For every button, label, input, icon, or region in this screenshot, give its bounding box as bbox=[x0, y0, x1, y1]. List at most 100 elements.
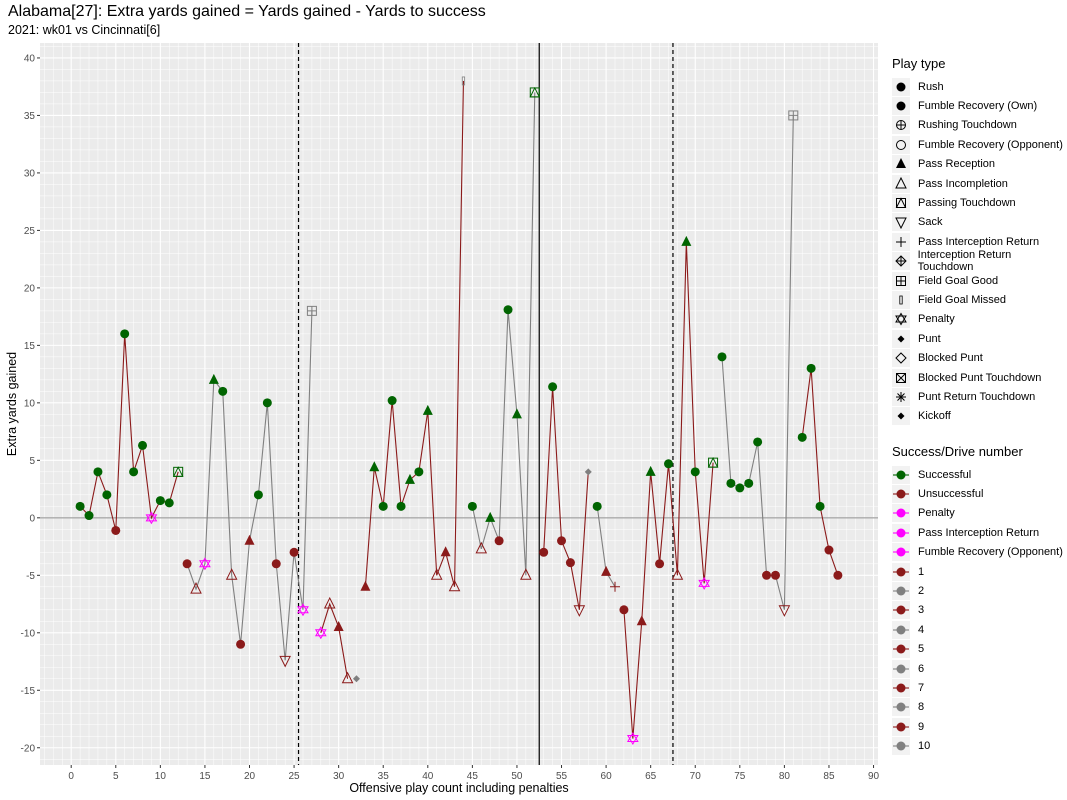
legend-dot bbox=[896, 489, 906, 499]
x-tick-label: 35 bbox=[378, 771, 390, 782]
data-point bbox=[306, 305, 317, 316]
y-tick-label: 25 bbox=[24, 226, 36, 237]
x-tick-label: 50 bbox=[511, 771, 523, 782]
legend-dot bbox=[896, 683, 906, 693]
legend-key-glyph bbox=[893, 722, 909, 732]
data-point bbox=[129, 467, 139, 477]
data-point bbox=[671, 568, 684, 580]
data-point bbox=[225, 568, 238, 580]
x-tick-label: 80 bbox=[779, 771, 791, 782]
data-point bbox=[172, 466, 184, 477]
legend-item: 8 bbox=[892, 698, 1063, 717]
legend-item: 6 bbox=[892, 659, 1063, 678]
data-point bbox=[584, 468, 592, 476]
legend-shape bbox=[896, 139, 906, 150]
legend-item: Pass Reception bbox=[892, 155, 1067, 174]
legend-key-glyph bbox=[895, 217, 907, 230]
data-point bbox=[681, 235, 692, 246]
data-point bbox=[430, 568, 443, 580]
x-axis-label: Offensive play count including penalties bbox=[349, 781, 568, 795]
x-tick-label: 70 bbox=[690, 771, 702, 782]
legend-key-glyph bbox=[897, 335, 905, 343]
data-point bbox=[690, 467, 700, 477]
legend-key-glyph bbox=[896, 101, 906, 111]
legend-item: Fumble Recovery (Opponent) bbox=[892, 543, 1063, 562]
data-point bbox=[698, 576, 711, 590]
legend-label: 8 bbox=[918, 701, 925, 714]
legend-key-glyph bbox=[896, 158, 906, 169]
x-tick-label: 10 bbox=[155, 771, 167, 782]
x-tick-label: 25 bbox=[289, 771, 301, 782]
legend-item: 2 bbox=[892, 581, 1063, 601]
data-point bbox=[323, 596, 336, 609]
legend-item: Field Goal Missed bbox=[892, 290, 1067, 309]
data-point bbox=[404, 473, 415, 484]
legend-label: Fumble Recovery (Own) bbox=[918, 100, 1038, 113]
legend-key-glyph bbox=[895, 352, 907, 364]
data-point bbox=[236, 639, 246, 649]
legend-key bbox=[892, 155, 910, 174]
legend-label: Fumble Recovery (Opponent) bbox=[918, 138, 1063, 151]
x-tick-label: 15 bbox=[199, 771, 211, 782]
data-point bbox=[565, 558, 575, 568]
legend-key-glyph bbox=[893, 664, 909, 674]
data-point bbox=[511, 408, 522, 419]
legend-key-glyph bbox=[896, 139, 906, 150]
legend-item: Rushing Touchdown bbox=[892, 116, 1067, 135]
legend-item: Field Goal Good bbox=[892, 271, 1067, 290]
legend-key-glyph bbox=[895, 255, 907, 267]
legend-key bbox=[892, 368, 910, 387]
data-point bbox=[182, 559, 192, 569]
x-tick-label: 75 bbox=[734, 771, 746, 782]
legend-label: Fumble Recovery (Opponent) bbox=[918, 546, 1063, 559]
drive-separators bbox=[297, 43, 674, 765]
legend-label: Passing Touchdown bbox=[918, 197, 1016, 210]
data-point bbox=[726, 478, 736, 488]
legend-key bbox=[892, 717, 910, 736]
legend-key bbox=[892, 77, 910, 96]
legend-label: Punt Return Touchdown bbox=[918, 390, 1036, 403]
data-point bbox=[664, 459, 673, 469]
legend-label: Field Goal Missed bbox=[918, 293, 1007, 306]
legend-item: Blocked Punt Touchdown bbox=[892, 368, 1067, 387]
legend-item: Rush bbox=[892, 77, 1067, 96]
data-point bbox=[744, 478, 754, 488]
data-point bbox=[601, 565, 612, 576]
data-point bbox=[341, 671, 354, 684]
data-point bbox=[378, 501, 388, 511]
legend-key bbox=[892, 194, 910, 213]
legend-item: Passing Touchdown bbox=[892, 193, 1067, 213]
legend-label: Rush bbox=[918, 80, 944, 93]
legend-item: Sack bbox=[892, 213, 1067, 232]
legend-label: Successful bbox=[918, 468, 972, 481]
legend-shape bbox=[896, 275, 906, 286]
legend-key bbox=[892, 290, 910, 309]
data-point bbox=[548, 382, 558, 392]
legend-item: 5 bbox=[892, 640, 1063, 659]
legend-key-glyph bbox=[896, 236, 906, 247]
legend-label: Pass Reception bbox=[918, 158, 996, 171]
data-point bbox=[645, 465, 656, 476]
legend-shape bbox=[896, 120, 906, 131]
legend-item: Punt bbox=[892, 329, 1067, 348]
legend-label: 9 bbox=[918, 720, 925, 733]
drive-line-3 bbox=[320, 602, 349, 679]
legend-item: Successful bbox=[892, 465, 1063, 484]
data-point bbox=[271, 559, 281, 569]
legend-key-glyph bbox=[893, 567, 909, 577]
legend-dot bbox=[896, 470, 906, 480]
legend-key bbox=[892, 737, 910, 756]
data-point bbox=[138, 440, 148, 450]
data-point bbox=[93, 467, 103, 477]
legend-key bbox=[892, 504, 910, 523]
legend-shape bbox=[896, 391, 906, 402]
data-point bbox=[833, 570, 843, 580]
data-point bbox=[253, 490, 263, 500]
drive-line-6 bbox=[471, 92, 536, 576]
legend-success-title: Success/Drive number bbox=[892, 444, 1023, 459]
legend-label: 2 bbox=[918, 585, 925, 598]
legend-key-glyph bbox=[893, 605, 909, 615]
data-point bbox=[387, 396, 397, 406]
legend-item: Pass Incompletion bbox=[892, 174, 1067, 193]
data-point bbox=[610, 581, 621, 592]
